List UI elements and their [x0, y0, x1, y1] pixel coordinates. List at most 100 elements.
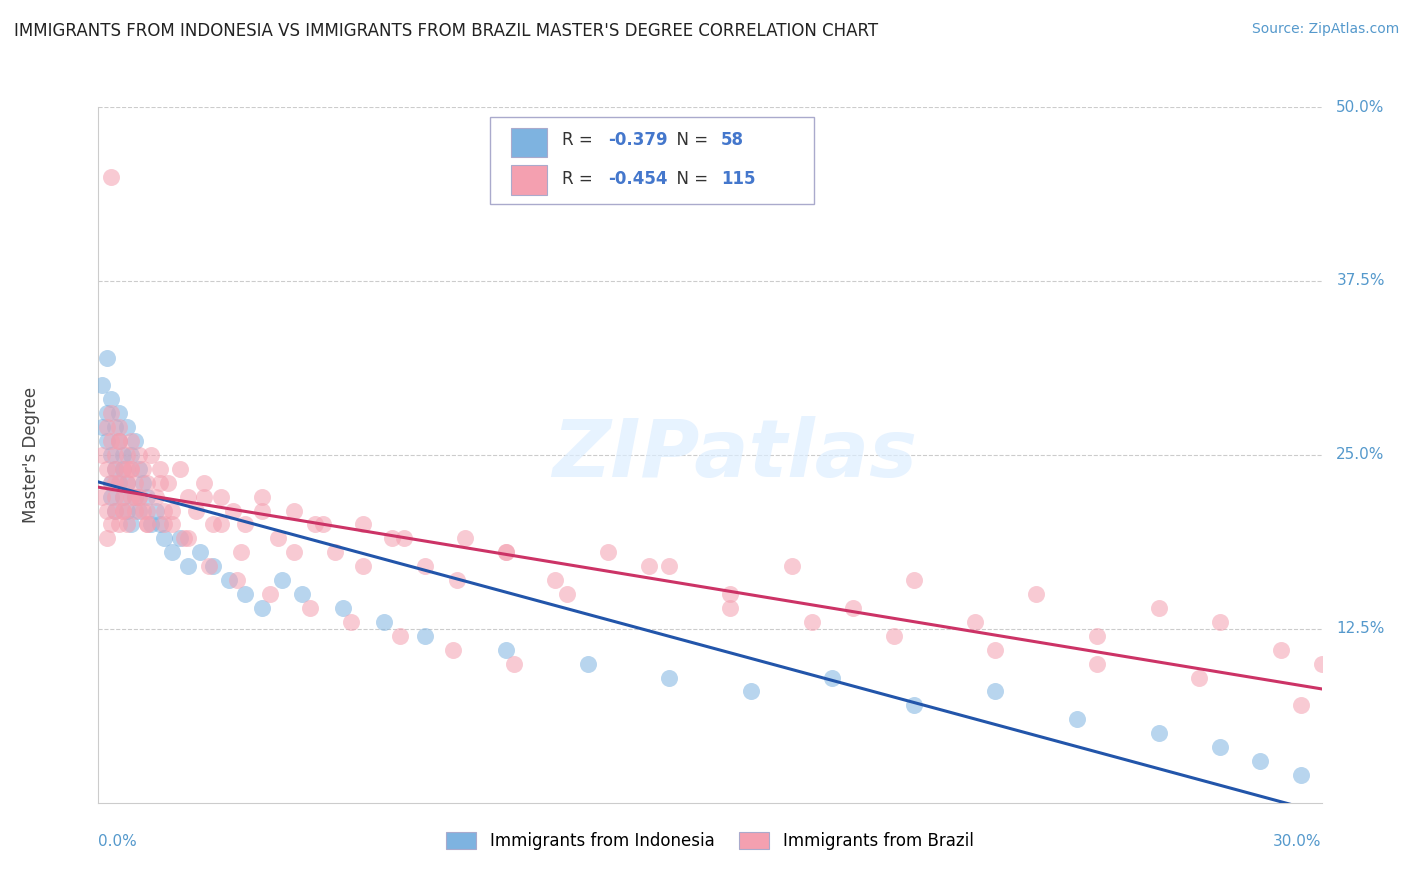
Point [201, 559, 224, 574]
Point [381, 532, 404, 546]
Point [226, 573, 249, 587]
Point [233, 587, 256, 601]
Point [108, 434, 131, 448]
Point [128, 490, 150, 504]
Point [965, 615, 987, 629]
Point [373, 615, 395, 629]
Point [120, 490, 142, 504]
Text: ZIPatlas: ZIPatlas [553, 416, 917, 494]
Text: 25.0%: 25.0% [1336, 448, 1385, 462]
Text: N =: N = [666, 169, 713, 187]
Point [413, 559, 436, 574]
Point [1147, 726, 1170, 740]
Point [304, 517, 326, 532]
Point [96, 532, 118, 546]
Point [111, 503, 134, 517]
Point [250, 503, 273, 517]
Point [115, 475, 138, 490]
Point [250, 490, 273, 504]
Text: 37.5%: 37.5% [1336, 274, 1385, 288]
Point [100, 448, 122, 462]
Point [340, 615, 363, 629]
Point [141, 517, 163, 532]
Point [104, 503, 127, 517]
Point [841, 601, 863, 615]
Point [283, 503, 305, 517]
Point [454, 532, 477, 546]
Point [291, 587, 314, 601]
Point [100, 475, 122, 490]
Point [132, 462, 155, 476]
Point [173, 532, 195, 546]
Point [1025, 587, 1047, 601]
Point [160, 503, 183, 517]
Point [299, 601, 322, 615]
Point [124, 490, 146, 504]
Point [115, 462, 138, 476]
Point [91, 378, 114, 392]
Point [658, 671, 681, 685]
Text: 0.0%: 0.0% [98, 834, 138, 849]
Point [111, 503, 134, 517]
Point [128, 490, 150, 504]
Point [96, 503, 118, 517]
Point [197, 559, 219, 574]
Point [446, 573, 468, 587]
Point [100, 517, 122, 532]
Point [441, 642, 464, 657]
FancyBboxPatch shape [489, 118, 814, 204]
Point [413, 629, 436, 643]
Point [1188, 671, 1211, 685]
Point [169, 532, 191, 546]
Point [984, 642, 1007, 657]
Point [100, 490, 122, 504]
Point [231, 545, 253, 559]
Point [111, 490, 134, 504]
Point [145, 490, 167, 504]
Point [495, 545, 517, 559]
Point [100, 475, 122, 490]
Point [218, 573, 240, 587]
Text: Source: ZipAtlas.com: Source: ZipAtlas.com [1251, 22, 1399, 37]
Point [104, 462, 127, 476]
Point [544, 573, 567, 587]
Point [188, 545, 212, 559]
Point [160, 545, 183, 559]
Point [352, 559, 374, 574]
Point [1085, 657, 1108, 671]
Point [152, 532, 174, 546]
Point [132, 503, 155, 517]
Text: 115: 115 [721, 169, 755, 187]
Point [152, 517, 174, 532]
Point [145, 503, 167, 517]
Text: R =: R = [562, 169, 598, 187]
Point [149, 462, 172, 476]
Text: -0.454: -0.454 [609, 169, 668, 187]
Point [104, 420, 127, 434]
Point [903, 698, 925, 713]
Point [1085, 629, 1108, 643]
Point [312, 517, 335, 532]
Point [267, 532, 290, 546]
Point [128, 503, 150, 517]
Point [555, 587, 579, 601]
Point [96, 420, 118, 434]
Point [115, 448, 138, 462]
Point [136, 475, 159, 490]
Point [495, 545, 517, 559]
Text: 30.0%: 30.0% [1274, 834, 1322, 849]
Point [108, 420, 131, 434]
Point [259, 587, 281, 601]
Point [104, 490, 127, 504]
Point [718, 587, 742, 601]
Point [169, 462, 191, 476]
Point [193, 490, 215, 504]
Point [115, 420, 138, 434]
Point [111, 490, 134, 504]
Text: N =: N = [666, 131, 713, 149]
Point [136, 517, 159, 532]
Point [233, 517, 256, 532]
Point [120, 434, 142, 448]
Point [108, 406, 131, 420]
Point [495, 642, 517, 657]
